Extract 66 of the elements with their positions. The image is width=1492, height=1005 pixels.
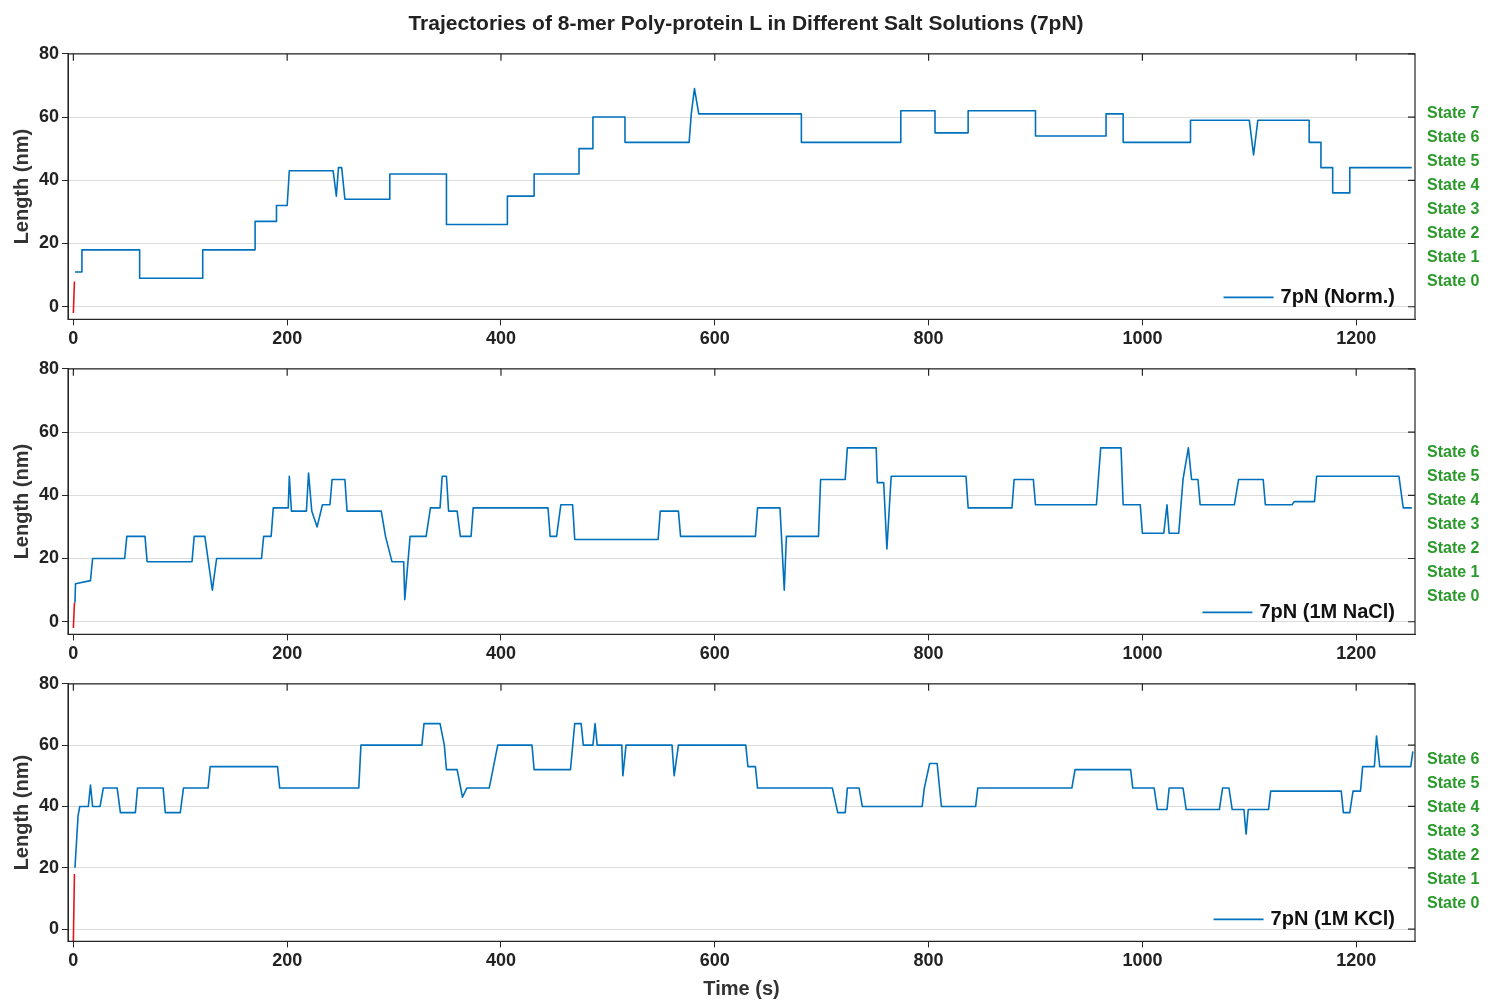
y-tick-label: 20 — [38, 232, 60, 253]
text: State 0 — [1427, 271, 1480, 289]
x-tick-label: 1000 — [1122, 328, 1163, 349]
x-tick-label: 400 — [485, 328, 516, 349]
y-axis-title: Length (nm) — [9, 128, 32, 245]
y-tick-label: 80 — [38, 42, 60, 63]
x-tick-label: 400 — [485, 950, 516, 971]
x-tick-label: 0 — [68, 643, 79, 664]
x-tick-label: 200 — [272, 328, 303, 349]
x-tick-label: 600 — [699, 643, 730, 664]
x-tick-label: 600 — [699, 328, 730, 349]
chart-title: Trajectories of 8-mer Poly-protein L in Different Salt Solutions (7pN) — [407, 10, 1085, 36]
text: State 6 — [1427, 749, 1480, 767]
y-tick-label: 20 — [38, 547, 60, 568]
text: State 5 — [1427, 151, 1480, 169]
x-tick-label: 1200 — [1336, 643, 1377, 664]
legend-label: 7pN (1M KCl) — [1270, 906, 1396, 929]
x-tick-label: 0 — [68, 328, 79, 349]
x-tick-label: 400 — [485, 643, 516, 664]
y-tick-label: 80 — [38, 672, 60, 693]
x-tick-label: 1000 — [1122, 643, 1163, 664]
text: State 1 — [1427, 869, 1480, 887]
y-axis-title: Length (nm) — [9, 754, 32, 871]
x-tick-label: 800 — [913, 328, 944, 349]
text: State 4 — [1427, 175, 1480, 193]
text: State 6 — [1427, 127, 1480, 145]
y-tick-label: 0 — [49, 295, 60, 316]
x-tick-label: 1200 — [1336, 950, 1377, 971]
y-tick-label: 60 — [38, 106, 60, 127]
x-tick-label: 600 — [699, 950, 730, 971]
text: State 0 — [1427, 893, 1480, 911]
text: State 3 — [1427, 514, 1480, 532]
text: State 1 — [1427, 562, 1480, 580]
text: State 0 — [1427, 586, 1480, 604]
y-tick-label: 40 — [38, 169, 60, 190]
text: State 4 — [1427, 490, 1480, 508]
x-tick-label: 0 — [68, 950, 79, 971]
y-tick-label: 80 — [38, 357, 60, 378]
legend-label: 7pN (1M NaCl) — [1259, 599, 1396, 622]
text: State 6 — [1427, 442, 1480, 460]
y-tick-label: 0 — [49, 610, 60, 631]
text: State 5 — [1427, 773, 1480, 791]
x-tick-label: 200 — [272, 950, 303, 971]
x-tick-label: 800 — [913, 950, 944, 971]
text: State 2 — [1427, 223, 1480, 241]
y-tick-label: 0 — [49, 918, 60, 939]
x-tick-label: 800 — [913, 643, 944, 664]
text: State 2 — [1427, 845, 1480, 863]
y-tick-label: 60 — [38, 421, 60, 442]
text: State 7 — [1427, 103, 1480, 121]
text: State 5 — [1427, 466, 1480, 484]
text: State 3 — [1427, 199, 1480, 217]
x-axis-title: Time (s) — [703, 976, 780, 999]
text: State 2 — [1427, 538, 1480, 556]
x-tick-label: 200 — [272, 643, 303, 664]
text: State 3 — [1427, 821, 1480, 839]
x-tick-label: 1200 — [1336, 328, 1377, 349]
legend-label: 7pN (Norm.) — [1280, 284, 1396, 307]
y-tick-label: 20 — [38, 856, 60, 877]
text: State 1 — [1427, 247, 1480, 265]
y-axis-title: Length (nm) — [9, 443, 32, 560]
y-tick-label: 40 — [38, 484, 60, 505]
y-tick-label: 60 — [38, 734, 60, 755]
y-tick-label: 40 — [38, 795, 60, 816]
x-tick-label: 1000 — [1122, 950, 1163, 971]
text: State 4 — [1427, 797, 1480, 815]
